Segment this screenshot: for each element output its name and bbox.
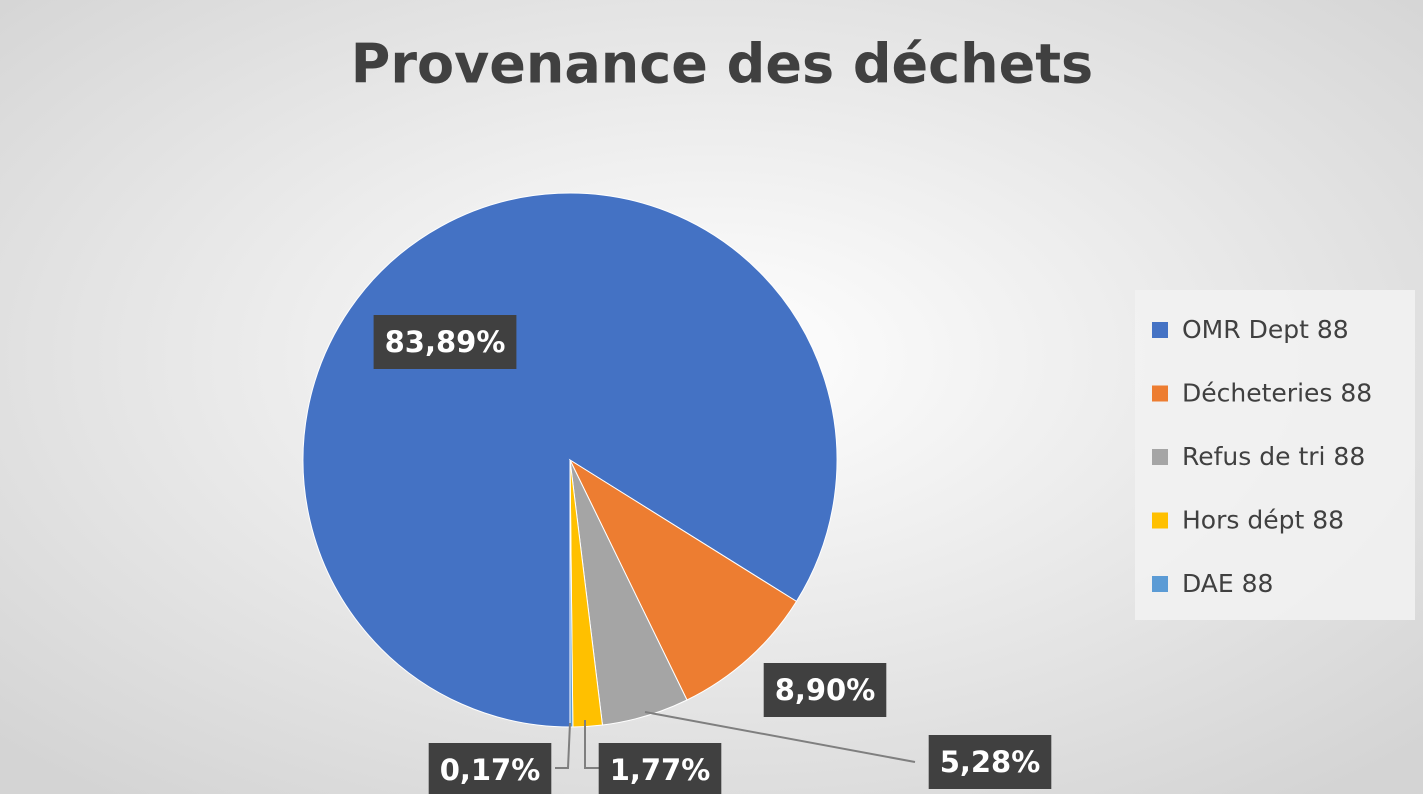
legend-swatch (1152, 322, 1168, 338)
data-label-box (763, 663, 887, 717)
data-label-box (373, 315, 517, 369)
legend (1135, 290, 1415, 620)
leader-line (584, 720, 605, 769)
data-label: 1,77% (610, 753, 711, 787)
data-label-box (928, 735, 1052, 789)
pie-slice (568, 458, 798, 701)
leader-line (644, 711, 916, 763)
legend-swatch (1152, 385, 1168, 402)
data-label: 83,89% (385, 325, 506, 359)
legend-swatch (1152, 449, 1168, 465)
legend-label: Décheteries 88 (1182, 379, 1372, 408)
data-label: 0,17% (440, 753, 541, 787)
legend-swatch (1152, 512, 1168, 529)
legend-label: DAE 88 (1182, 569, 1273, 598)
data-label: 8,90% (775, 673, 876, 707)
legend-label: Hors dépt 88 (1182, 506, 1344, 535)
legend-label: Refus de tri 88 (1182, 442, 1365, 471)
legend-label: OMR Dept 88 (1182, 315, 1349, 344)
data-label-box (428, 743, 552, 794)
chart-title: Provenance des déchets (351, 33, 1093, 96)
data-label-box (598, 743, 722, 794)
leader-line (555, 722, 571, 769)
data-label: 5,28% (940, 745, 1041, 779)
legend-swatch (1152, 576, 1168, 592)
